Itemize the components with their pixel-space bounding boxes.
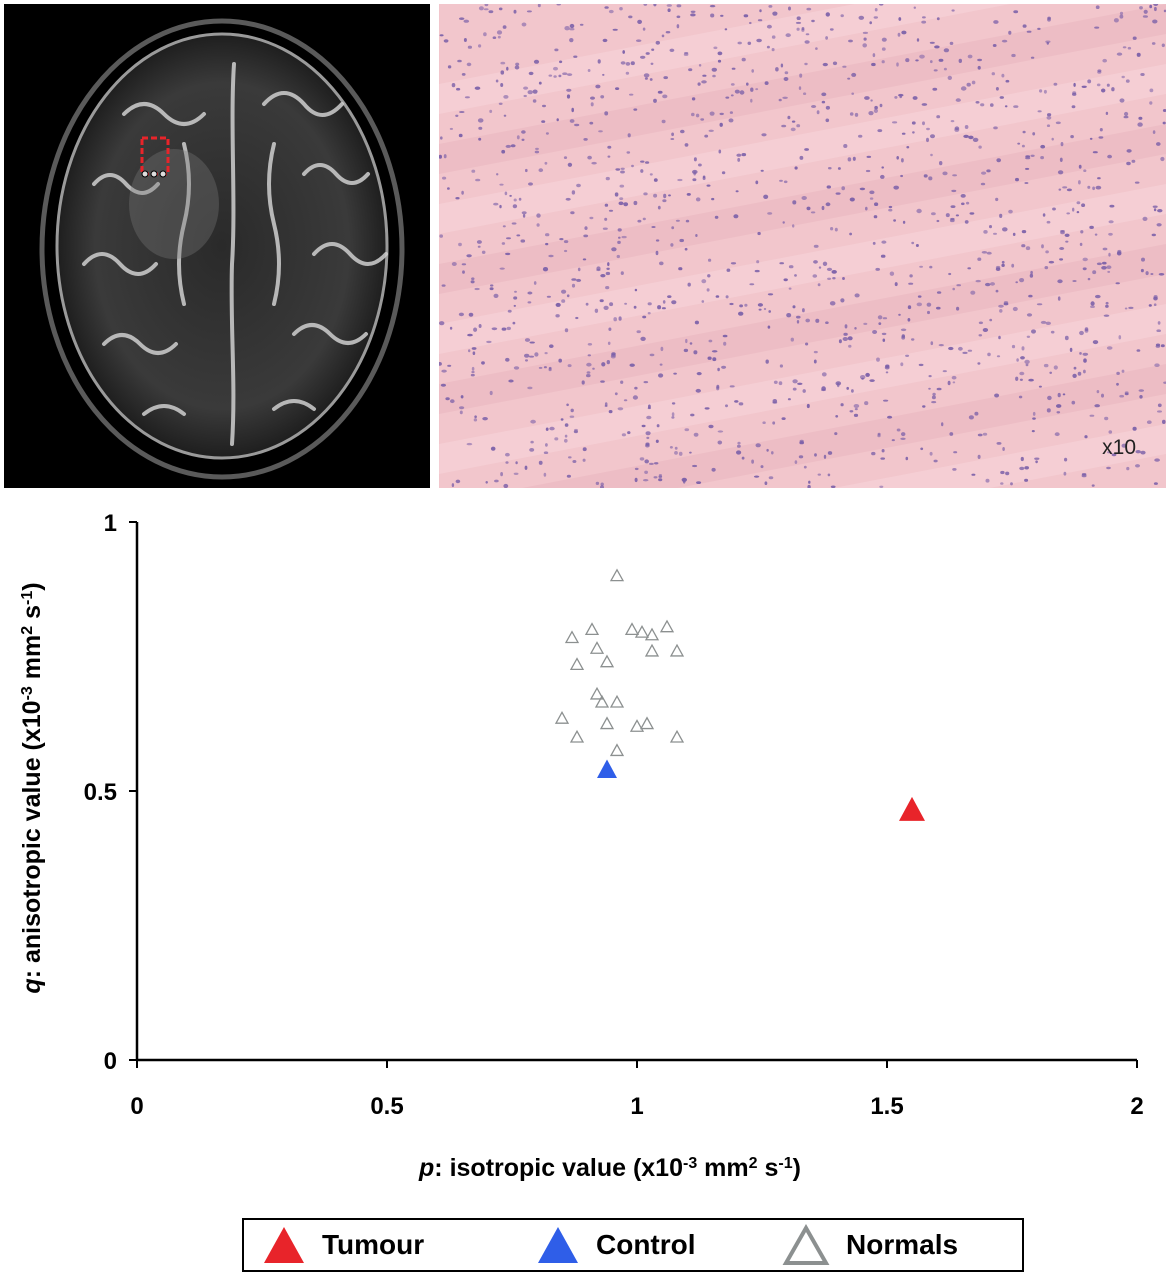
histology-image: x10 — [439, 4, 1166, 488]
legend-label-control: Control — [596, 1229, 696, 1260]
scatter-chart: 0 0.5 1 1.5 2 0 0.5 1 p: isotropic value (x10-… — [0, 500, 1170, 1200]
y-tick-label: 0 — [104, 1048, 117, 1075]
marker-normals — [599, 654, 615, 668]
mri-image — [4, 4, 430, 488]
marker-normals — [599, 716, 615, 730]
marker-normals — [564, 630, 580, 644]
marker-normals — [624, 622, 640, 636]
marker-normals — [644, 627, 660, 641]
legend-label-tumour: Tumour — [322, 1229, 425, 1260]
marker-normals — [609, 568, 625, 582]
y-ticks: 00.51 — [84, 510, 137, 1075]
histology-texture — [439, 4, 1166, 488]
filled-triangle-blue-icon — [538, 1227, 578, 1263]
magnification-label: x10 — [1102, 436, 1136, 459]
hollow-triangle-grey-icon — [782, 1224, 830, 1265]
marker-normals — [669, 729, 685, 743]
marker-normals — [569, 729, 585, 743]
marker-normals — [584, 622, 600, 636]
marker-normals — [639, 716, 655, 730]
marker-normals — [609, 743, 625, 757]
x-tick-label: 1.5 — [870, 1093, 903, 1120]
x-tick-label: 2 — [1130, 1093, 1143, 1120]
chart-canvas: 0 0.5 1 1.5 2 00.51 p: isotropic value (x10-… — [18, 510, 1144, 1182]
marker-normals — [594, 694, 610, 708]
data-markers — [554, 568, 925, 821]
legend-item-control: Control — [536, 1220, 696, 1270]
marker-normals — [609, 694, 625, 708]
marker-normals — [644, 643, 660, 657]
marker-normals — [629, 719, 645, 732]
filled-triangle-red-icon — [264, 1227, 304, 1263]
y-tick-label: 1 — [104, 510, 117, 537]
marker-normals — [589, 641, 605, 654]
x-tick-label: 0 — [130, 1093, 143, 1120]
marker-normals — [569, 657, 585, 671]
marker-normals — [554, 711, 570, 724]
marker-normals — [634, 624, 650, 638]
x-ticks: 0 0.5 1 1.5 2 — [130, 1060, 1144, 1120]
marker-normals — [669, 643, 685, 657]
marker-normals — [589, 686, 605, 700]
legend-label-normals: Normals — [846, 1229, 959, 1260]
brain-mri-axial-icon — [4, 4, 430, 488]
marker-normals — [659, 619, 675, 633]
legend-item-tumour: Tumour — [262, 1220, 424, 1270]
y-tick-label: 0.5 — [84, 779, 117, 806]
x-tick-label: 0.5 — [370, 1093, 403, 1120]
x-tick-label: 1 — [630, 1093, 643, 1120]
legend-item-normals: Normals — [782, 1220, 958, 1270]
y-axis-title: q: anisotropic value (x10-3 mm2 s-1) — [18, 582, 46, 993]
x-axis-title: p: isotropic value (x10-3 mm2 s-1) — [418, 1154, 801, 1182]
marker-control — [597, 759, 617, 778]
chart-legend: Tumour Control Normals — [242, 1218, 1024, 1272]
marker-tumour — [899, 796, 925, 821]
